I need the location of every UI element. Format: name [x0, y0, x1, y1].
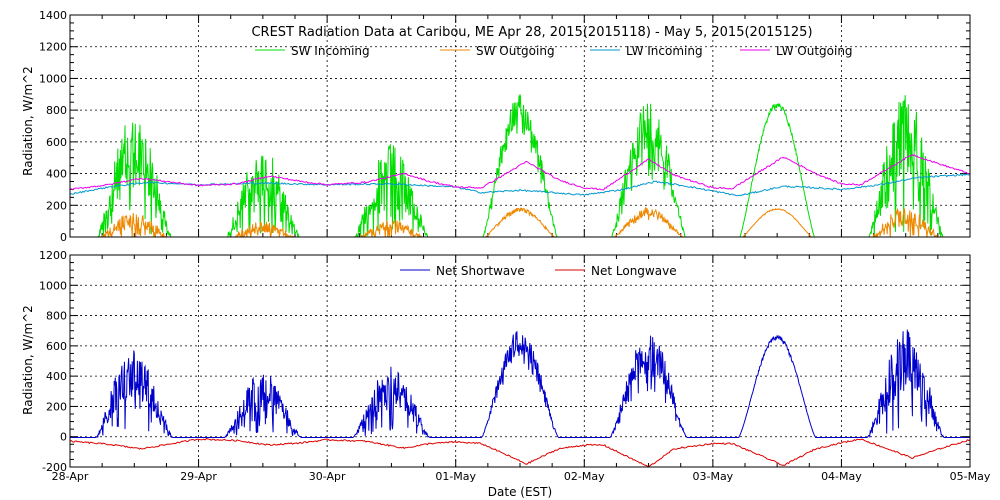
x-tick-label: 03-May — [692, 470, 733, 483]
x-tick-label: 02-May — [564, 470, 605, 483]
x-tick-label: 30-Apr — [309, 470, 346, 483]
series-line-net-shortwave — [70, 329, 970, 439]
top-y-tick-label: 400 — [46, 168, 67, 181]
bottom-y-tick-label: 1000 — [39, 279, 67, 292]
series-line-sw-outgoing — [101, 206, 941, 237]
legend-label-sw-outgoing: SW Outgoing — [476, 44, 555, 58]
series-line-sw-incoming — [96, 94, 944, 237]
legend-label-lw-incoming: LW Incoming — [626, 44, 703, 58]
bottom-y-tick-label: 200 — [46, 400, 67, 413]
series-line-net-longwave — [70, 438, 970, 467]
x-tick-label: 01-May — [435, 470, 476, 483]
series-line-lw-outgoing — [70, 153, 970, 191]
top-y-tick-label: 1000 — [39, 72, 67, 85]
top-y-tick-label: 0 — [60, 231, 67, 244]
x-axis-label: Date (EST) — [488, 485, 552, 499]
top-y-tick-label: 200 — [46, 199, 67, 212]
bottom-y-tick-label: 600 — [46, 340, 67, 353]
bottom-y-tick-label: 800 — [46, 310, 67, 323]
top-panel: 0 200 400 600 800 1000 1200 1400 CREST Radiatio… — [21, 9, 971, 244]
bottom-y-tick-label: -200 — [42, 461, 67, 474]
top-legend: SW Incoming SW Outgoing LW Incoming LW Outg… — [255, 44, 853, 58]
top-y-axis-label: Radiation, W/m^2 — [21, 66, 35, 176]
bottom-legend: Net Shortwave Net Longwave — [400, 264, 677, 278]
legend-label-sw-incoming: SW Incoming — [291, 44, 370, 58]
x-tick-labels: 28-Apr 29-Apr 30-Apr 01-May 02-May 03-May 04-M… — [52, 470, 991, 483]
top-y-tick-label: 1400 — [39, 9, 67, 22]
top-series — [70, 94, 970, 237]
bottom-y-tick-label: 0 — [60, 431, 67, 444]
top-y-tick-label: 1200 — [39, 41, 67, 54]
bottom-plot-frame — [69, 254, 971, 468]
top-plot-frame — [69, 14, 971, 238]
legend-label-lw-outgoing: LW Outgoing — [776, 44, 853, 58]
bottom-y-tick-label: 1200 — [39, 249, 67, 262]
x-tick-label: 29-Apr — [180, 470, 217, 483]
bottom-y-tick-label: 400 — [46, 370, 67, 383]
legend-label-net-shortwave: Net Shortwave — [436, 264, 525, 278]
bottom-grid — [70, 255, 970, 467]
x-tick-label: 05-May — [950, 470, 991, 483]
bottom-y-axis-label: Radiation, W/m^2 — [21, 305, 35, 415]
bottom-y-ticks: -200 0 200 400 600 800 1000 1200 — [39, 249, 971, 474]
chart-title: CREST Radiation Data at Caribou, ME Apr … — [251, 25, 812, 40]
legend-label-net-longwave: Net Longwave — [591, 264, 677, 278]
top-y-tick-label: 800 — [46, 104, 67, 117]
x-tick-label: 28-Apr — [52, 470, 89, 483]
bottom-series — [70, 329, 970, 467]
top-grid — [70, 15, 970, 237]
series-line-lw-incoming — [70, 173, 970, 197]
x-tick-label: 04-May — [821, 470, 862, 483]
top-y-tick-label: 600 — [46, 136, 67, 149]
